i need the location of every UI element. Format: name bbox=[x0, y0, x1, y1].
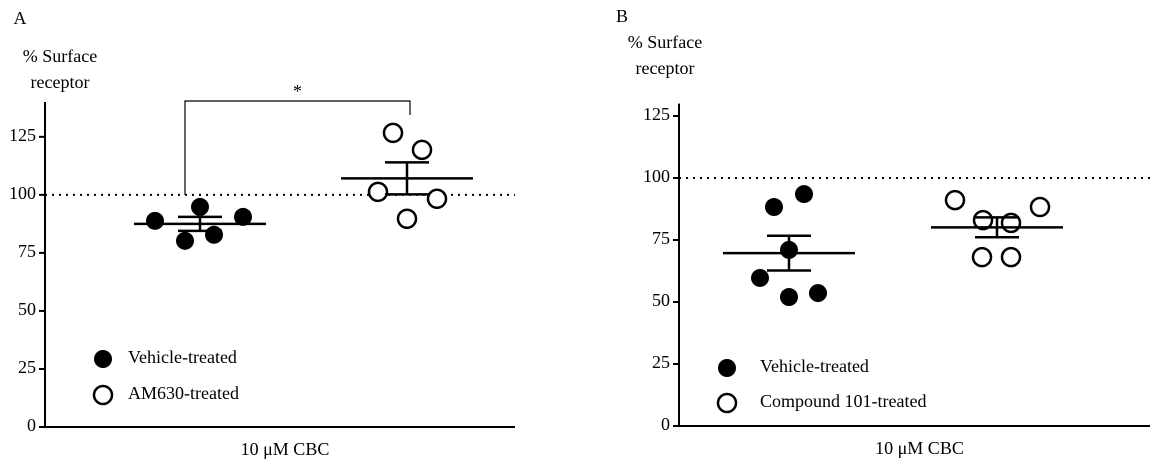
significance-label: * bbox=[293, 81, 302, 101]
data-point bbox=[382, 122, 404, 144]
x-axis-label: 10 μM CBC bbox=[241, 439, 330, 459]
data-point bbox=[426, 188, 448, 210]
legend-marker bbox=[94, 350, 112, 368]
x-axis-label: 10 μM CBC bbox=[875, 438, 964, 458]
legend-marker bbox=[92, 384, 114, 406]
y-tick-label: 50 bbox=[652, 290, 670, 310]
y-tick-label: 50 bbox=[18, 299, 36, 319]
y-tick-label: 125 bbox=[9, 125, 36, 145]
error-bar bbox=[767, 234, 811, 272]
error-bar bbox=[385, 161, 429, 196]
y-axis-label: receptor bbox=[636, 58, 695, 78]
error-bar bbox=[178, 215, 222, 233]
y-tick-label: 100 bbox=[643, 166, 670, 186]
y-axis-label: % Surface bbox=[628, 32, 702, 52]
data-point bbox=[1000, 246, 1022, 268]
legend-label: AM630-treated bbox=[128, 383, 239, 403]
data-point bbox=[396, 208, 418, 230]
data-point bbox=[809, 284, 827, 303]
data-point bbox=[795, 185, 813, 204]
legend-label: Vehicle-treated bbox=[128, 347, 237, 367]
legend-label: Compound 101-treated bbox=[760, 391, 926, 411]
y-axis-label: receptor bbox=[31, 72, 90, 92]
y-tick-label: 100 bbox=[9, 183, 36, 203]
legend-marker bbox=[718, 359, 736, 377]
y-tick-label: 0 bbox=[661, 414, 670, 434]
y-tick-label: 0 bbox=[27, 415, 36, 435]
panel-label: B bbox=[616, 6, 628, 26]
data-point bbox=[367, 181, 389, 203]
y-tick-label: 75 bbox=[18, 241, 36, 261]
legend-marker bbox=[716, 392, 738, 414]
y-tick-label: 25 bbox=[18, 357, 36, 377]
significance-bracket bbox=[184, 100, 411, 195]
data-point bbox=[205, 225, 223, 244]
data-point bbox=[1029, 196, 1051, 218]
data-point bbox=[146, 211, 164, 230]
data-point bbox=[780, 288, 798, 307]
data-point bbox=[944, 189, 966, 211]
data-point bbox=[234, 207, 252, 226]
data-point bbox=[751, 268, 769, 287]
data-point bbox=[191, 197, 209, 216]
data-point bbox=[765, 198, 783, 217]
legend-label: Vehicle-treated bbox=[760, 356, 869, 376]
y-tick-label: 125 bbox=[643, 104, 670, 124]
y-tick-label: 25 bbox=[652, 352, 670, 372]
y-axis-label: % Surface bbox=[23, 46, 97, 66]
data-point bbox=[972, 209, 994, 231]
y-tick-label: 75 bbox=[652, 228, 670, 248]
data-point bbox=[971, 246, 993, 268]
error-bar bbox=[975, 216, 1019, 239]
panel-label: A bbox=[14, 8, 27, 28]
data-point bbox=[411, 139, 433, 161]
data-point bbox=[176, 231, 194, 250]
